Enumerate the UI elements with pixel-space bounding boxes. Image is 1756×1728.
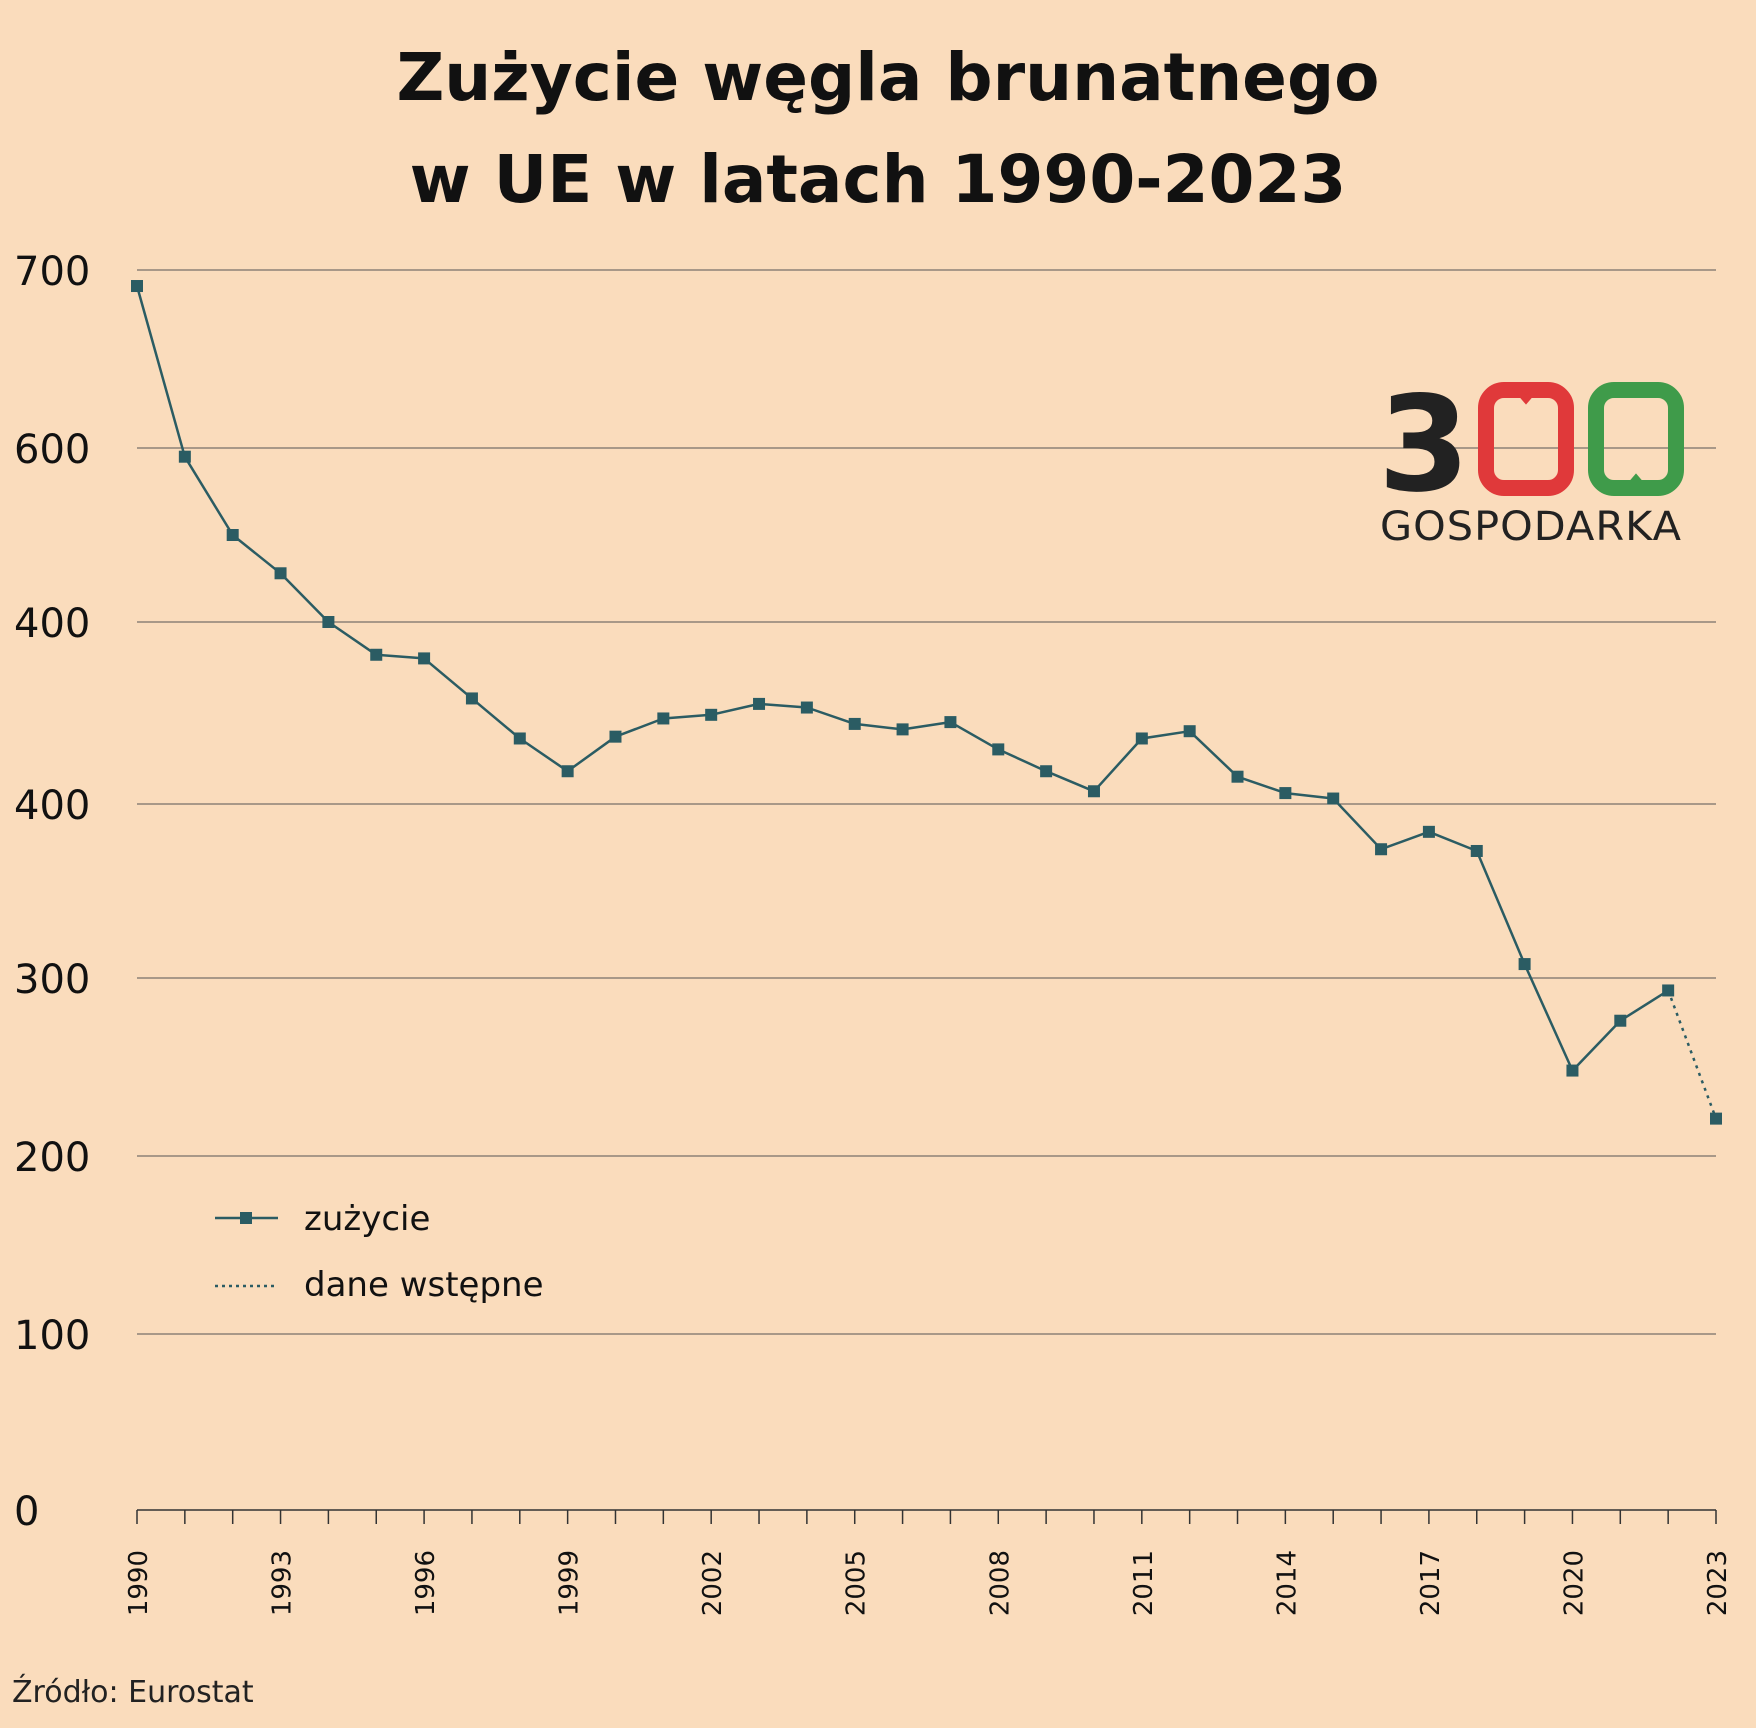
x-tick-label: 2014 [1272,1550,1302,1616]
logo-word: GOSPODARKA [1380,504,1682,550]
data-point-marker [1422,825,1435,838]
data-point-marker [896,723,909,736]
data-point-marker [753,697,766,710]
data-point-marker [513,732,526,745]
data-point-marker [944,716,957,729]
x-tick-label: 2011 [1129,1550,1159,1616]
y-tick-label: 200 [14,1135,90,1181]
y-tick-label: 400 [14,783,90,829]
legend-marker-zuzycie [240,1212,252,1224]
y-tick-label: 100 [14,1313,90,1359]
data-point-marker [322,616,335,628]
data-point-marker [1087,785,1100,798]
data-point-marker [1375,843,1388,856]
x-tick-label: 1993 [268,1550,298,1616]
data-point-marker [1231,770,1244,783]
logo-digit-zero-green [1588,382,1684,496]
x-tick-label: 2005 [842,1550,872,1616]
data-point-marker [1135,732,1148,745]
data-point-marker [418,652,431,665]
chart-title-line-2: w UE w latach 1990-2023 [410,141,1347,218]
x-tick-label: 2017 [1416,1550,1446,1616]
chart-title-line-1: Zużycie węgla brunatnego [396,39,1379,116]
x-tick-label: 2002 [698,1550,728,1616]
legend-label-zuzycie: zużycie [304,1199,430,1239]
x-tick-label: 1999 [555,1550,585,1616]
x-tick-label: 2008 [985,1550,1015,1616]
data-point-marker [992,743,1005,756]
data-point-marker [1662,984,1675,997]
y-tick-label: 0 [14,1489,39,1535]
data-point-marker [1518,958,1531,971]
data-point-marker [1566,1064,1579,1077]
data-point-marker [1327,792,1340,805]
data-point-marker [705,708,718,721]
data-point-marker [848,717,861,730]
grid-lines [137,269,1716,1335]
logo-300-gospodarka: 3 GOSPODARKA [1378,368,1684,550]
data-point-marker [465,692,478,705]
data-point-marker [1614,1014,1627,1027]
data-point-marker [370,648,383,661]
data-point-marker [609,730,622,743]
series-line-dane-wstepne [1667,990,1718,1120]
x-tick-label: 2020 [1559,1550,1589,1616]
y-tick-label: 400 [14,601,90,647]
legend-label-dane-wstepne: dane wstępne [304,1265,544,1305]
data-point-marker [178,450,191,463]
series-markers [131,280,1722,1125]
y-tick-label: 700 [14,249,90,295]
logo-digit-zero-red [1478,382,1574,496]
x-tick-label: 1996 [411,1550,441,1616]
legend: zużycie dane wstępne [215,1199,544,1305]
data-point-marker [800,701,813,714]
data-point-marker [1279,787,1292,800]
y-tick-label: 300 [14,957,90,1003]
logo-notch-green [1621,473,1651,494]
x-tick-label: 1990 [124,1550,154,1616]
source-note: Źródło: Eurostat [12,1674,254,1710]
data-point-marker [657,712,670,725]
x-tick-label: 2023 [1703,1550,1733,1616]
data-point-marker [274,567,287,580]
y-tick-label: 600 [14,427,90,473]
x-axis: 1990 1993 1996 1999 2002 2005 2008 2011 2014 2017… [124,1509,1733,1616]
data-point-marker [1470,844,1483,857]
y-axis-ticks: 0 100 200 300 400 400 600 700 [14,249,90,1535]
data-point-marker [561,765,574,778]
data-point-marker [1710,1112,1722,1125]
data-point-marker [131,280,143,293]
logo-notch-red [1511,384,1541,405]
data-point-marker [1040,765,1053,778]
data-point-marker [1183,725,1196,738]
logo-digit-three: 3 [1378,368,1470,522]
data-point-marker [226,529,239,541]
